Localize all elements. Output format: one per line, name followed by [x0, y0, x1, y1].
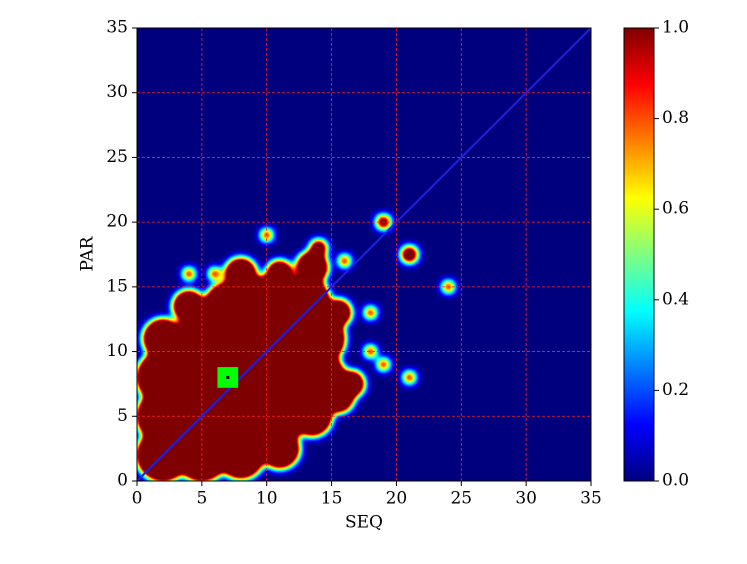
density-layer: [137, 215, 454, 482]
y-tick-label: 20: [106, 212, 128, 232]
density-blob: [240, 325, 280, 365]
density-blob: [266, 260, 293, 287]
density-blob: [378, 359, 389, 370]
x-tick-label: 20: [386, 489, 408, 509]
colorbar-tick-label: 0.8: [662, 108, 689, 128]
x-tick-label: 35: [580, 489, 602, 509]
x-tick-label: 15: [321, 489, 343, 509]
y-tick-label: 0: [117, 471, 128, 491]
density-blob: [365, 307, 376, 318]
y-tick-label: 10: [106, 341, 128, 361]
colorbar-tick-label: 0.6: [662, 199, 689, 219]
x-tick-label: 5: [196, 489, 207, 509]
y-tick-label: 15: [106, 276, 128, 296]
x-axis-label: SEQ: [345, 513, 383, 533]
y-tick-label: 25: [106, 147, 128, 167]
x-tick-label: 0: [132, 489, 143, 509]
density-blob: [296, 251, 328, 284]
density-blob: [338, 370, 364, 397]
density-blob: [217, 431, 265, 479]
reference-line: [137, 28, 591, 481]
marker-center: [226, 375, 230, 379]
colorbar-tick-label: 0.4: [662, 289, 689, 309]
density-blob: [173, 290, 205, 322]
density-blob: [209, 268, 221, 280]
density-blob: [225, 258, 257, 290]
y-axis-label: PAR: [78, 235, 98, 271]
y-tick-label: 5: [117, 406, 128, 426]
density-blob: [137, 351, 189, 404]
plot-frame: [136, 27, 592, 482]
density-blob: [282, 276, 329, 324]
overlay: [137, 28, 591, 481]
density-blob: [183, 268, 195, 280]
density-blob: [204, 282, 252, 330]
x-tick-label: 10: [256, 489, 278, 509]
x-tick-label: 25: [450, 489, 472, 509]
density-blob: [404, 372, 415, 383]
density-blob: [339, 255, 350, 267]
density-blob: [325, 299, 352, 326]
colorbar-tick-label: 0.2: [662, 380, 689, 400]
colorbar-tick-label: 1.0: [662, 18, 689, 38]
colorbar: [623, 27, 655, 482]
density-blob: [175, 351, 228, 404]
y-tick-label: 35: [106, 18, 128, 38]
density-blob: [401, 246, 418, 263]
density-blob: [214, 390, 267, 443]
density-blob: [365, 346, 376, 357]
y-tick-label: 30: [106, 82, 128, 102]
density-blob: [143, 319, 183, 359]
density-blob: [310, 240, 327, 256]
x-tick-label: 30: [515, 489, 537, 509]
colorbar-tick-label: 0.0: [662, 471, 689, 491]
